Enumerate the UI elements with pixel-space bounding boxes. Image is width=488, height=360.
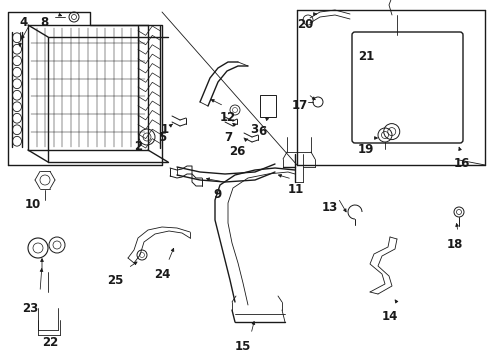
Text: 3: 3 — [249, 123, 258, 136]
Text: 22: 22 — [42, 336, 58, 348]
Text: 6: 6 — [257, 126, 265, 139]
Text: 24: 24 — [154, 267, 170, 280]
Text: 14: 14 — [381, 310, 397, 323]
Text: 10: 10 — [25, 198, 41, 211]
Text: 1: 1 — [161, 123, 169, 136]
Text: 4: 4 — [20, 15, 28, 28]
Text: 26: 26 — [228, 145, 244, 158]
Text: 17: 17 — [291, 99, 307, 112]
Text: 23: 23 — [22, 301, 38, 315]
Text: 12: 12 — [220, 112, 236, 125]
Text: 11: 11 — [287, 184, 304, 197]
Text: 13: 13 — [321, 202, 337, 215]
Text: 20: 20 — [296, 18, 312, 31]
Text: 7: 7 — [224, 131, 232, 144]
Text: 18: 18 — [446, 238, 462, 251]
Bar — [260, 95, 275, 117]
Text: 8: 8 — [40, 17, 48, 30]
Text: 16: 16 — [453, 157, 469, 171]
Text: 9: 9 — [213, 189, 222, 202]
Text: 19: 19 — [357, 144, 373, 157]
Text: 15: 15 — [234, 339, 251, 352]
Text: 5: 5 — [158, 131, 166, 144]
Text: 21: 21 — [357, 49, 373, 63]
Text: 2: 2 — [134, 140, 142, 153]
Text: 25: 25 — [106, 274, 123, 287]
